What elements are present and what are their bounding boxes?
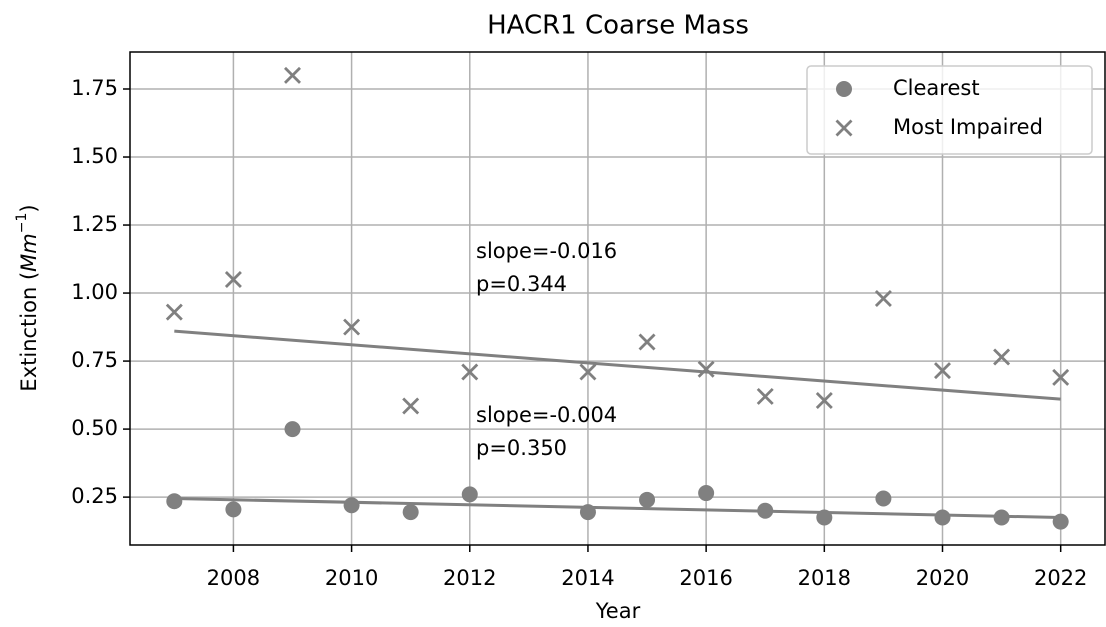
point: [224, 270, 242, 288]
x-axis-label: Year: [595, 599, 641, 623]
annotation: p=0.344: [476, 272, 567, 296]
y-label-part: −1: [14, 213, 30, 234]
x-tick-label: 2012: [443, 566, 496, 590]
point: [284, 66, 301, 84]
annotation: slope=-0.016: [476, 239, 617, 263]
legend-label: Most Impaired: [893, 115, 1043, 139]
x-tick-label: 2018: [798, 566, 851, 590]
legend-marker: [836, 81, 852, 97]
point: [1052, 368, 1070, 386]
legend-label: Clearest: [893, 76, 980, 100]
point: [639, 491, 656, 508]
plot-frame: [129, 51, 1106, 546]
point: [934, 362, 951, 380]
point: [343, 497, 360, 514]
point: [402, 504, 419, 521]
legend-marker: [835, 119, 853, 137]
point: [875, 490, 892, 507]
point: [284, 421, 301, 438]
x-tick-label: 2014: [561, 566, 614, 590]
point: [165, 303, 183, 321]
point: [638, 333, 656, 351]
point: [461, 363, 479, 381]
point: [402, 397, 420, 415]
y-tick-label: 1.25: [71, 212, 118, 236]
y-label-part: ): [17, 204, 41, 212]
x-tick-label: 2022: [1034, 566, 1087, 590]
point: [756, 387, 774, 405]
annotation: slope=-0.004: [476, 403, 617, 427]
annotation: p=0.350: [476, 436, 567, 460]
x-tick-label: 2008: [207, 566, 260, 590]
y-tick-label: 1.50: [71, 144, 118, 168]
x-tick-label: 2020: [916, 566, 969, 590]
y-axis-label: Extinction (Mm−1): [14, 204, 41, 391]
point: [579, 363, 597, 381]
point: [225, 501, 242, 518]
point: [934, 509, 951, 526]
point: [698, 485, 715, 502]
y-tick-label: 0.75: [71, 348, 118, 372]
y-tick-label: 1.00: [71, 280, 118, 304]
y-tick-label: 0.50: [71, 416, 118, 440]
chart-title: HACR1 Coarse Mass: [487, 11, 749, 41]
point: [697, 360, 715, 378]
legend-box: [806, 65, 1093, 155]
point: [166, 493, 183, 510]
point: [993, 348, 1011, 366]
y-label-part: Mm: [17, 233, 41, 272]
x-tick-label: 2016: [679, 566, 732, 590]
trend-line: [174, 496, 1061, 520]
y-label-part: Extinction (: [17, 272, 41, 392]
point: [874, 290, 892, 307]
y-tick-label: 1.75: [71, 76, 118, 100]
x-tick-label: 2010: [325, 566, 378, 590]
point: [815, 392, 833, 410]
y-tick-label: 0.25: [71, 484, 118, 508]
point: [343, 318, 361, 336]
trend-line: [174, 329, 1061, 401]
point: [461, 486, 478, 503]
